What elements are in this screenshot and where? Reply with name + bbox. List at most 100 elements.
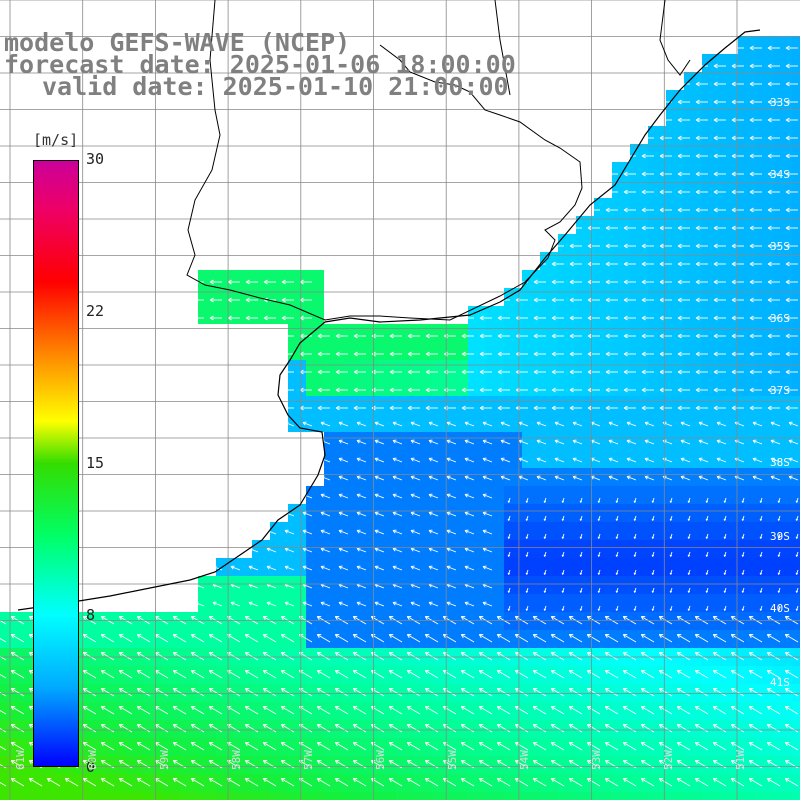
wind-cell (180, 612, 198, 630)
wind-cell (450, 558, 468, 576)
wind-arrow-icon (208, 724, 223, 733)
wind-cell (522, 702, 540, 720)
wind-cell (180, 630, 198, 648)
wind-cell (144, 792, 162, 800)
wind-arrow-icon (497, 351, 510, 357)
wind-arrow-icon (795, 605, 799, 611)
wind-cell (342, 792, 360, 800)
wind-arrow-icon (623, 369, 636, 375)
wind-cell (378, 702, 396, 720)
wind-arrow-icon (669, 551, 673, 557)
wind-arrow-icon (770, 421, 781, 427)
wind-arrow-icon (461, 315, 474, 321)
wind-arrow-icon (705, 551, 709, 557)
wind-arrow-icon (428, 457, 439, 463)
wind-cell (522, 684, 540, 702)
wind-arrow-icon (731, 117, 744, 123)
wind-arrow-icon (479, 387, 492, 393)
wind-arrow-icon (785, 405, 798, 411)
wind-cell (162, 792, 180, 800)
wind-cell (594, 486, 612, 504)
wind-arrow-icon (608, 421, 619, 427)
wind-arrow-icon (680, 475, 691, 481)
wind-cell (450, 360, 468, 378)
wind-cell (414, 522, 432, 540)
wind-cell (558, 612, 576, 630)
wind-arrow-icon (284, 601, 295, 607)
wind-cell (756, 774, 774, 792)
wind-cell (360, 630, 378, 648)
wind-arrow-icon (461, 351, 474, 357)
wind-cell (504, 306, 522, 324)
wind-arrow-icon (640, 706, 655, 715)
wind-arrow-icon (446, 421, 457, 427)
wind-cell (756, 450, 774, 468)
wind-arrow-icon (713, 45, 726, 51)
wind-cell (648, 126, 666, 144)
wind-cell (252, 756, 270, 774)
wind-arrow-icon (316, 688, 331, 697)
wind-cell (738, 144, 756, 162)
wind-cell (324, 720, 342, 738)
wind-arrow-icon (569, 351, 582, 357)
wind-cell (414, 756, 432, 774)
wind-cell (162, 630, 180, 648)
wind-cell (648, 630, 666, 648)
wind-cell (468, 504, 486, 522)
wind-arrow-icon (723, 605, 727, 611)
wind-arrow-icon (302, 565, 313, 571)
wind-arrow-icon (626, 475, 637, 481)
wind-arrow-icon (496, 634, 511, 643)
wind-cell (576, 792, 594, 800)
wind-cell (612, 738, 630, 756)
wind-cell (720, 702, 738, 720)
wind-arrow-icon (568, 724, 583, 733)
wind-cell (306, 702, 324, 720)
wind-cell (504, 342, 522, 360)
wind-cell (720, 666, 738, 684)
wind-cell (504, 576, 522, 594)
wind-cell (306, 396, 324, 414)
wind-arrow-icon (262, 670, 277, 679)
wind-arrow-icon (658, 706, 673, 715)
wind-cell (432, 504, 450, 522)
wind-arrow-icon (424, 706, 439, 715)
wind-arrow-icon (695, 117, 708, 123)
wind-cell (702, 522, 720, 540)
wind-arrow-icon (784, 652, 799, 661)
wind-arrow-icon (695, 333, 708, 339)
wind-arrow-icon (428, 475, 439, 481)
wind-arrow-icon (464, 475, 475, 481)
wind-arrow-icon (554, 439, 565, 445)
wind-arrow-icon (172, 706, 187, 715)
wind-arrow-icon (392, 529, 403, 535)
wind-cell (486, 450, 504, 468)
wind-cell (666, 792, 684, 800)
wind-cell (522, 324, 540, 342)
wind-cell (396, 684, 414, 702)
wind-cell (378, 396, 396, 414)
wind-arrow-icon (244, 742, 259, 751)
wind-arrow-icon (579, 569, 583, 575)
wind-cell (666, 180, 684, 198)
wind-arrow-icon (410, 475, 421, 481)
wind-cell (702, 126, 720, 144)
wind-arrow-icon (551, 405, 564, 411)
wind-cell (522, 720, 540, 738)
wind-cell (468, 486, 486, 504)
wind-arrow-icon (759, 587, 763, 593)
wind-arrow-icon (479, 333, 492, 339)
wind-arrow-icon (748, 706, 763, 715)
wind-cell (450, 432, 468, 450)
wind-arrow-icon (569, 315, 582, 321)
wind-arrow-icon (0, 619, 7, 625)
wind-arrow-icon (352, 652, 367, 661)
wind-arrow-icon (551, 261, 564, 267)
wind-cell (198, 792, 216, 800)
wind-arrow-icon (543, 569, 547, 575)
wind-arrow-icon (749, 153, 762, 159)
wind-cell (594, 702, 612, 720)
wind-arrow-icon (587, 243, 600, 249)
wind-arrow-icon (615, 605, 619, 611)
wind-arrow-icon (767, 45, 780, 51)
